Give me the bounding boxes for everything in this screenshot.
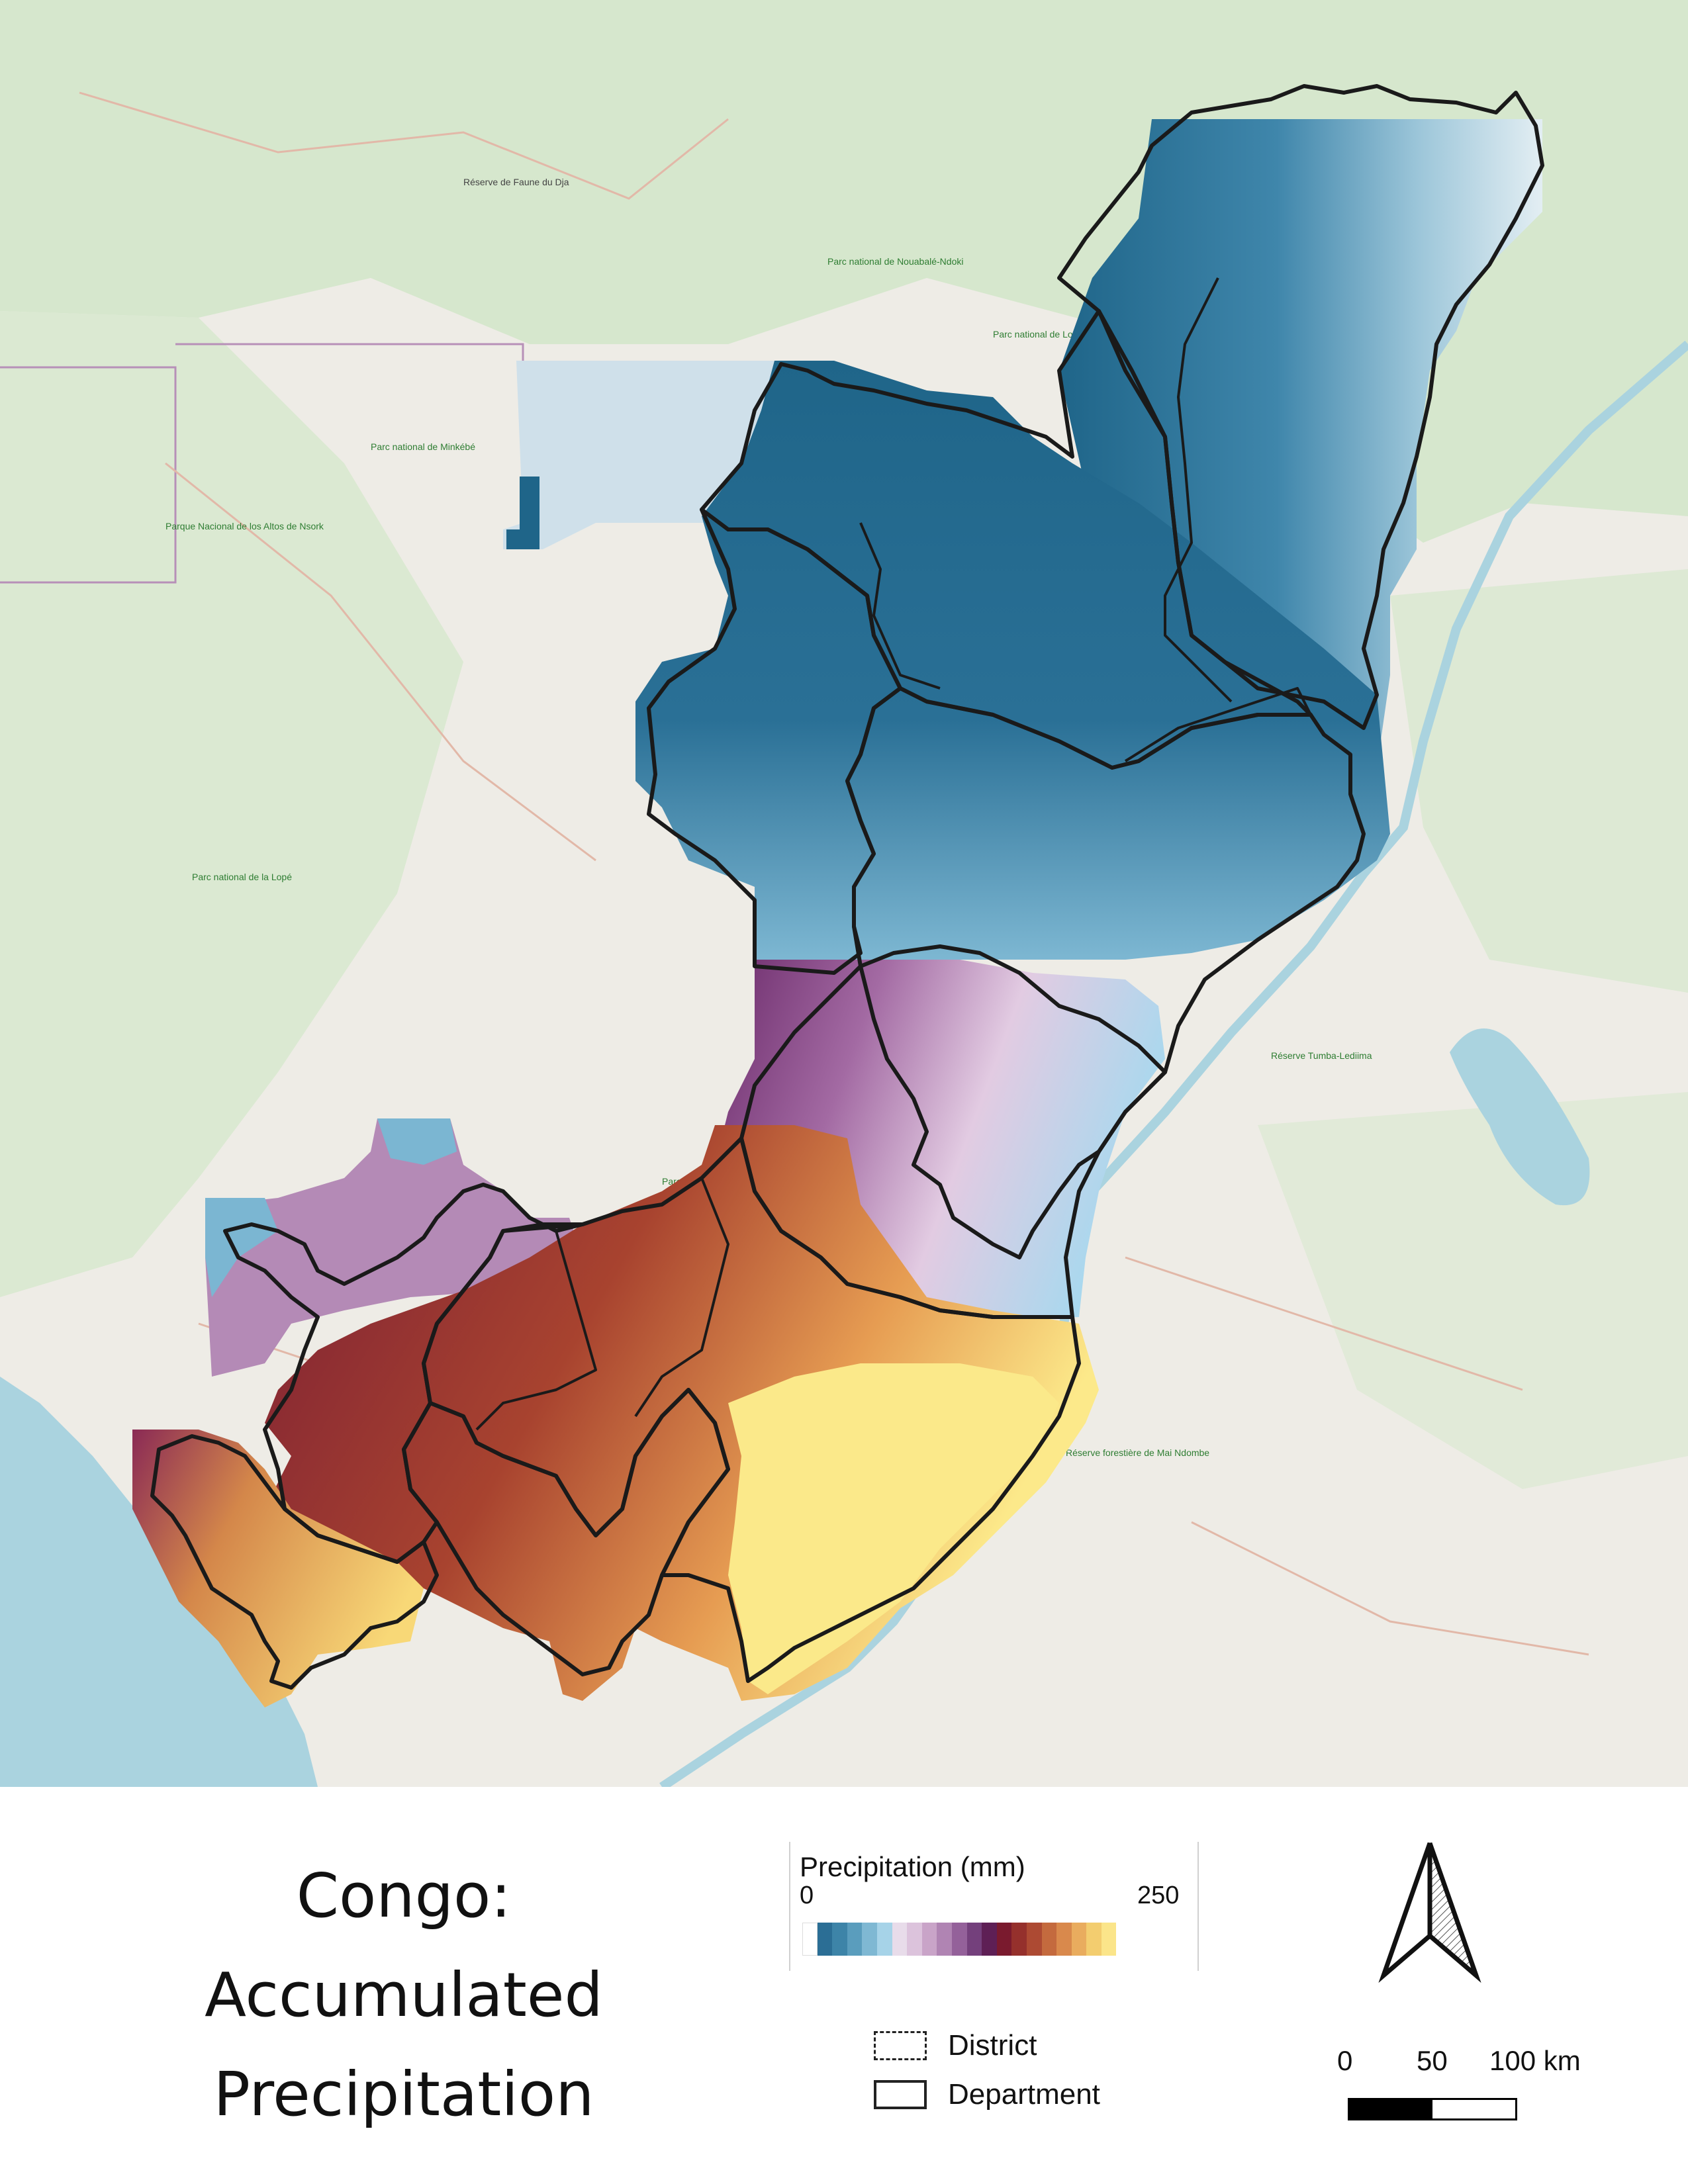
department-outline-niari (223, 1183, 585, 1564)
raster-coast (132, 1430, 424, 1707)
legend-ramp-swatch (1041, 1923, 1057, 1956)
scale-bar-segment (1432, 2100, 1515, 2118)
district-boundaries (475, 277, 1312, 1431)
legend-ramp-swatch (1101, 1923, 1117, 1956)
legend-ramp-swatch (982, 1923, 997, 1956)
map-panel: Réserve de Faune du Dja Parc national de… (0, 0, 1688, 1787)
legend-ramp-swatch (876, 1923, 892, 1956)
dashed-box-icon (874, 2031, 927, 2060)
north-arrow-icon (1378, 1842, 1481, 1983)
legend-ramp-swatch (817, 1923, 833, 1956)
legend-item-district: District (874, 2029, 1037, 2062)
basemap-label: Réserve Tumba-Lediima (1271, 1050, 1372, 1061)
legend-ramp-swatch (996, 1923, 1012, 1956)
basemap-ocean (0, 1377, 318, 1787)
legend-ramp-swatch (937, 1923, 952, 1956)
department-outline-kouilou (150, 1434, 439, 1690)
raster-center (635, 361, 1390, 960)
basemap-label: Parc national de Nouabalé-Ndoki (827, 256, 963, 267)
raster-west-purple (205, 1118, 583, 1377)
legend-ramp-swatch (1071, 1923, 1087, 1956)
scale-label-100: 100 km (1489, 2045, 1581, 2076)
basemap-label: Parque Nacional de los Altos de Nsork (165, 521, 324, 531)
scale-label-0: 0 (1337, 2045, 1353, 2076)
legend-color-ramp (802, 1923, 1117, 1956)
district-line (475, 1230, 597, 1431)
title-line: Precipitation (213, 2059, 594, 2130)
scale-bar (1348, 2098, 1517, 2120)
basemap-label: Parc national de Lobéké (993, 329, 1093, 340)
basemap-lake (1450, 1028, 1590, 1206)
legend-item-label: District (948, 2029, 1037, 2062)
raster-northwest-dark (506, 477, 539, 549)
basemap-forest (0, 311, 463, 1297)
basemap-road (79, 91, 1589, 1656)
legend-ramp-swatch (1026, 1923, 1042, 1956)
district-line (1124, 687, 1312, 762)
legend-item-label: Department (948, 2078, 1100, 2111)
department-boundaries (150, 84, 1544, 1690)
legend-ramp-swatch (862, 1923, 877, 1956)
precipitation-raster (132, 119, 1542, 1707)
scale-label-50: 50 (1417, 2045, 1448, 2076)
legend-ramp-swatch (847, 1923, 863, 1956)
legend-ramp-swatch (907, 1923, 922, 1956)
legend-ramp-swatch (921, 1923, 937, 1956)
legend-ramp-swatch (892, 1923, 908, 1956)
legend-ramp-swatch (1056, 1923, 1072, 1956)
raster-southeast-yellow (728, 1363, 1059, 1694)
scale-bar-segment (1350, 2100, 1432, 2118)
legend-title: Precipitation (mm) (800, 1851, 1025, 1882)
legend-item-department: Department (874, 2078, 1100, 2111)
legend-ramp-swatch (1086, 1923, 1102, 1956)
basemap-river (659, 340, 1688, 1787)
title-line: Congo: (296, 1860, 512, 1931)
legend-ramp-swatch (1011, 1923, 1027, 1956)
legend-ramp-swatch (802, 1923, 818, 1956)
district-line (634, 1177, 729, 1418)
department-outline-north (1057, 84, 1544, 730)
title-line: Accumulated (205, 1960, 603, 2030)
legend-ramp-swatch (951, 1923, 967, 1956)
legend-panel (789, 1842, 1199, 1971)
department-outline-bouenza (402, 1388, 730, 1676)
basemap-label: Réserve forestière de Mai Ndombe (1066, 1447, 1209, 1458)
district-line (1164, 277, 1233, 703)
basemap-forest (1390, 569, 1688, 993)
basemap-label: Parc national de la Lopé (192, 872, 292, 882)
legend-min-label: 0 (800, 1882, 814, 1909)
district-line (859, 522, 941, 690)
basemap-label: Parc national de Minkébé (371, 441, 475, 452)
basemap-label: Réserve de Faune du Dja (463, 177, 569, 187)
legend-max-label: 250 (1137, 1882, 1180, 1909)
legend-ramp-swatch (832, 1923, 847, 1956)
map-title: Congo: Accumulated Precipitation (113, 1846, 695, 2144)
raster-west-blue (205, 1118, 457, 1297)
legend-ramp-swatch (966, 1923, 982, 1956)
solid-box-icon (874, 2080, 927, 2109)
